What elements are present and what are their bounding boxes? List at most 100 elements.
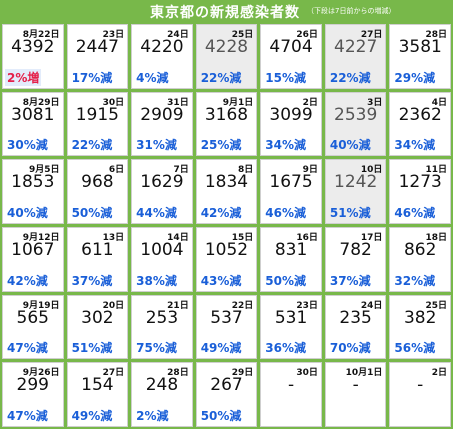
day-cell: 2日 3099 34%減 [260, 91, 322, 157]
day-date: 2日 [431, 368, 447, 379]
week-change: 50%減 [265, 273, 307, 288]
day-cell: 11日 1273 46%減 [389, 159, 451, 224]
day-cell: 29日 267 50%減 [195, 362, 258, 427]
week-change: 34%減 [265, 138, 307, 153]
day-cell: 17日 782 37%減 [324, 226, 387, 292]
week-change: 32%減 [394, 273, 436, 288]
day-cell: 9月5日 1853 40%減 [2, 159, 64, 224]
week-change: 46%減 [394, 205, 436, 220]
week-change: 2%減 [136, 408, 169, 423]
week-change: 2%増 [5, 68, 42, 86]
day-cell: 25日 4228 22%減 [195, 24, 258, 89]
week-change: 34%減 [394, 138, 436, 153]
day-date: 3日 [367, 97, 383, 108]
day-cell: 20日 302 51%減 [66, 294, 129, 360]
week-change: 42%減 [200, 205, 242, 220]
case-count: 154 [81, 375, 114, 396]
week-change: 42%減 [7, 273, 48, 288]
day-cell: 9月26日 299 47%減 [2, 362, 64, 427]
case-count: 2539 [334, 104, 378, 125]
case-count: 4392 [11, 37, 55, 57]
day-cell: 4日 2362 34%減 [389, 91, 451, 157]
day-cell: 18日 862 32%減 [389, 226, 451, 292]
day-cell: 16日 831 50%減 [260, 226, 322, 292]
day-cell: 15日 1052 43%減 [195, 226, 258, 292]
case-count: 1629 [140, 172, 184, 193]
case-count: 1273 [398, 172, 442, 193]
case-count: 3081 [11, 104, 55, 125]
case-count: 4227 [334, 37, 378, 57]
day-cell: 7日 1629 44%減 [131, 159, 193, 224]
day-date: 9月5日 [29, 165, 60, 176]
case-count: 782 [339, 239, 372, 260]
day-date: 25日 [231, 30, 254, 40]
day-cell: 28日 3581 29%減 [389, 24, 451, 89]
week-change: 37%減 [329, 273, 371, 288]
case-count: 235 [339, 307, 372, 328]
week-change: 37%減 [71, 273, 113, 288]
case-count: 1052 [204, 239, 249, 260]
case-count: 2447 [75, 37, 119, 57]
day-cell: 30日 1915 22%減 [66, 91, 129, 157]
day-cell: 24日 4220 4%減 [131, 24, 193, 89]
week-change: 31%減 [136, 138, 177, 153]
day-date: 25日 [425, 300, 447, 311]
week-change: 51%減 [71, 341, 113, 356]
day-date: 8月29日 [22, 97, 60, 108]
week-change: 38%減 [136, 273, 177, 288]
day-cell: 23日 531 36%減 [260, 294, 322, 360]
case-count: 1004 [140, 239, 184, 260]
week-change: 15%減 [265, 70, 307, 85]
case-count: 4228 [204, 37, 249, 57]
day-date: 18日 [425, 232, 447, 243]
day-cell: 10月1日 - [324, 362, 387, 427]
week-change: 40%減 [329, 138, 371, 153]
day-cell: 30日 - [260, 362, 322, 427]
case-count: 1915 [75, 104, 119, 125]
day-date: 15日 [231, 232, 254, 243]
case-count: 1834 [204, 172, 249, 193]
day-cell: 6日 968 50%減 [66, 159, 129, 224]
day-date: 9月19日 [22, 300, 60, 311]
case-count: 2362 [398, 104, 442, 125]
case-count: 382 [403, 307, 437, 328]
day-cell: 9日 1675 46%減 [260, 159, 322, 224]
week-change: 50%減 [200, 408, 242, 423]
day-date: 23日 [102, 30, 125, 40]
case-count: 302 [81, 307, 114, 328]
day-cell: 28日 248 2%減 [131, 362, 193, 427]
week-change: 75%減 [136, 341, 177, 356]
week-change: 70%減 [329, 341, 371, 356]
week-change: 17%減 [71, 70, 113, 85]
day-cell: 22日 537 49%減 [195, 294, 258, 360]
day-date: 8日 [238, 165, 254, 176]
day-cell: 2日 - [389, 362, 451, 427]
case-count: 862 [403, 239, 437, 260]
week-change: 50%減 [71, 205, 113, 220]
calendar-grid: 8月22日 4392 2%増 23日 2447 17%減 24日 4220 4%減 25日 4228… [2, 24, 451, 427]
day-cell: 27日 154 49%減 [66, 362, 129, 427]
day-cell: 23日 2447 17%減 [66, 24, 129, 89]
week-change: 43%減 [200, 273, 242, 288]
case-count: - [287, 375, 295, 396]
week-change: 29%減 [394, 70, 436, 85]
day-date: 29日 [231, 368, 254, 379]
day-date: 21日 [167, 300, 189, 311]
case-count: 267 [210, 375, 243, 396]
day-cell: 13日 611 37%減 [66, 226, 129, 292]
week-change: 49%減 [71, 408, 113, 423]
case-count: 1675 [269, 172, 313, 193]
day-cell: 9月1日 3168 25%減 [195, 91, 258, 157]
week-change: 36%減 [265, 341, 307, 356]
week-change: 47%減 [7, 408, 48, 423]
day-date: 31日 [167, 97, 189, 108]
day-date: 8月22日 [22, 30, 60, 40]
day-date: 6日 [108, 165, 125, 176]
week-change: 4%減 [136, 70, 169, 85]
day-cell: 24日 235 70%減 [324, 294, 387, 360]
week-change: 22%減 [329, 70, 371, 85]
day-cell: 10日 1242 51%減 [324, 159, 387, 224]
day-date: 27日 [102, 368, 125, 379]
week-change: 30%減 [7, 138, 48, 153]
day-cell: 31日 2909 31%減 [131, 91, 193, 157]
